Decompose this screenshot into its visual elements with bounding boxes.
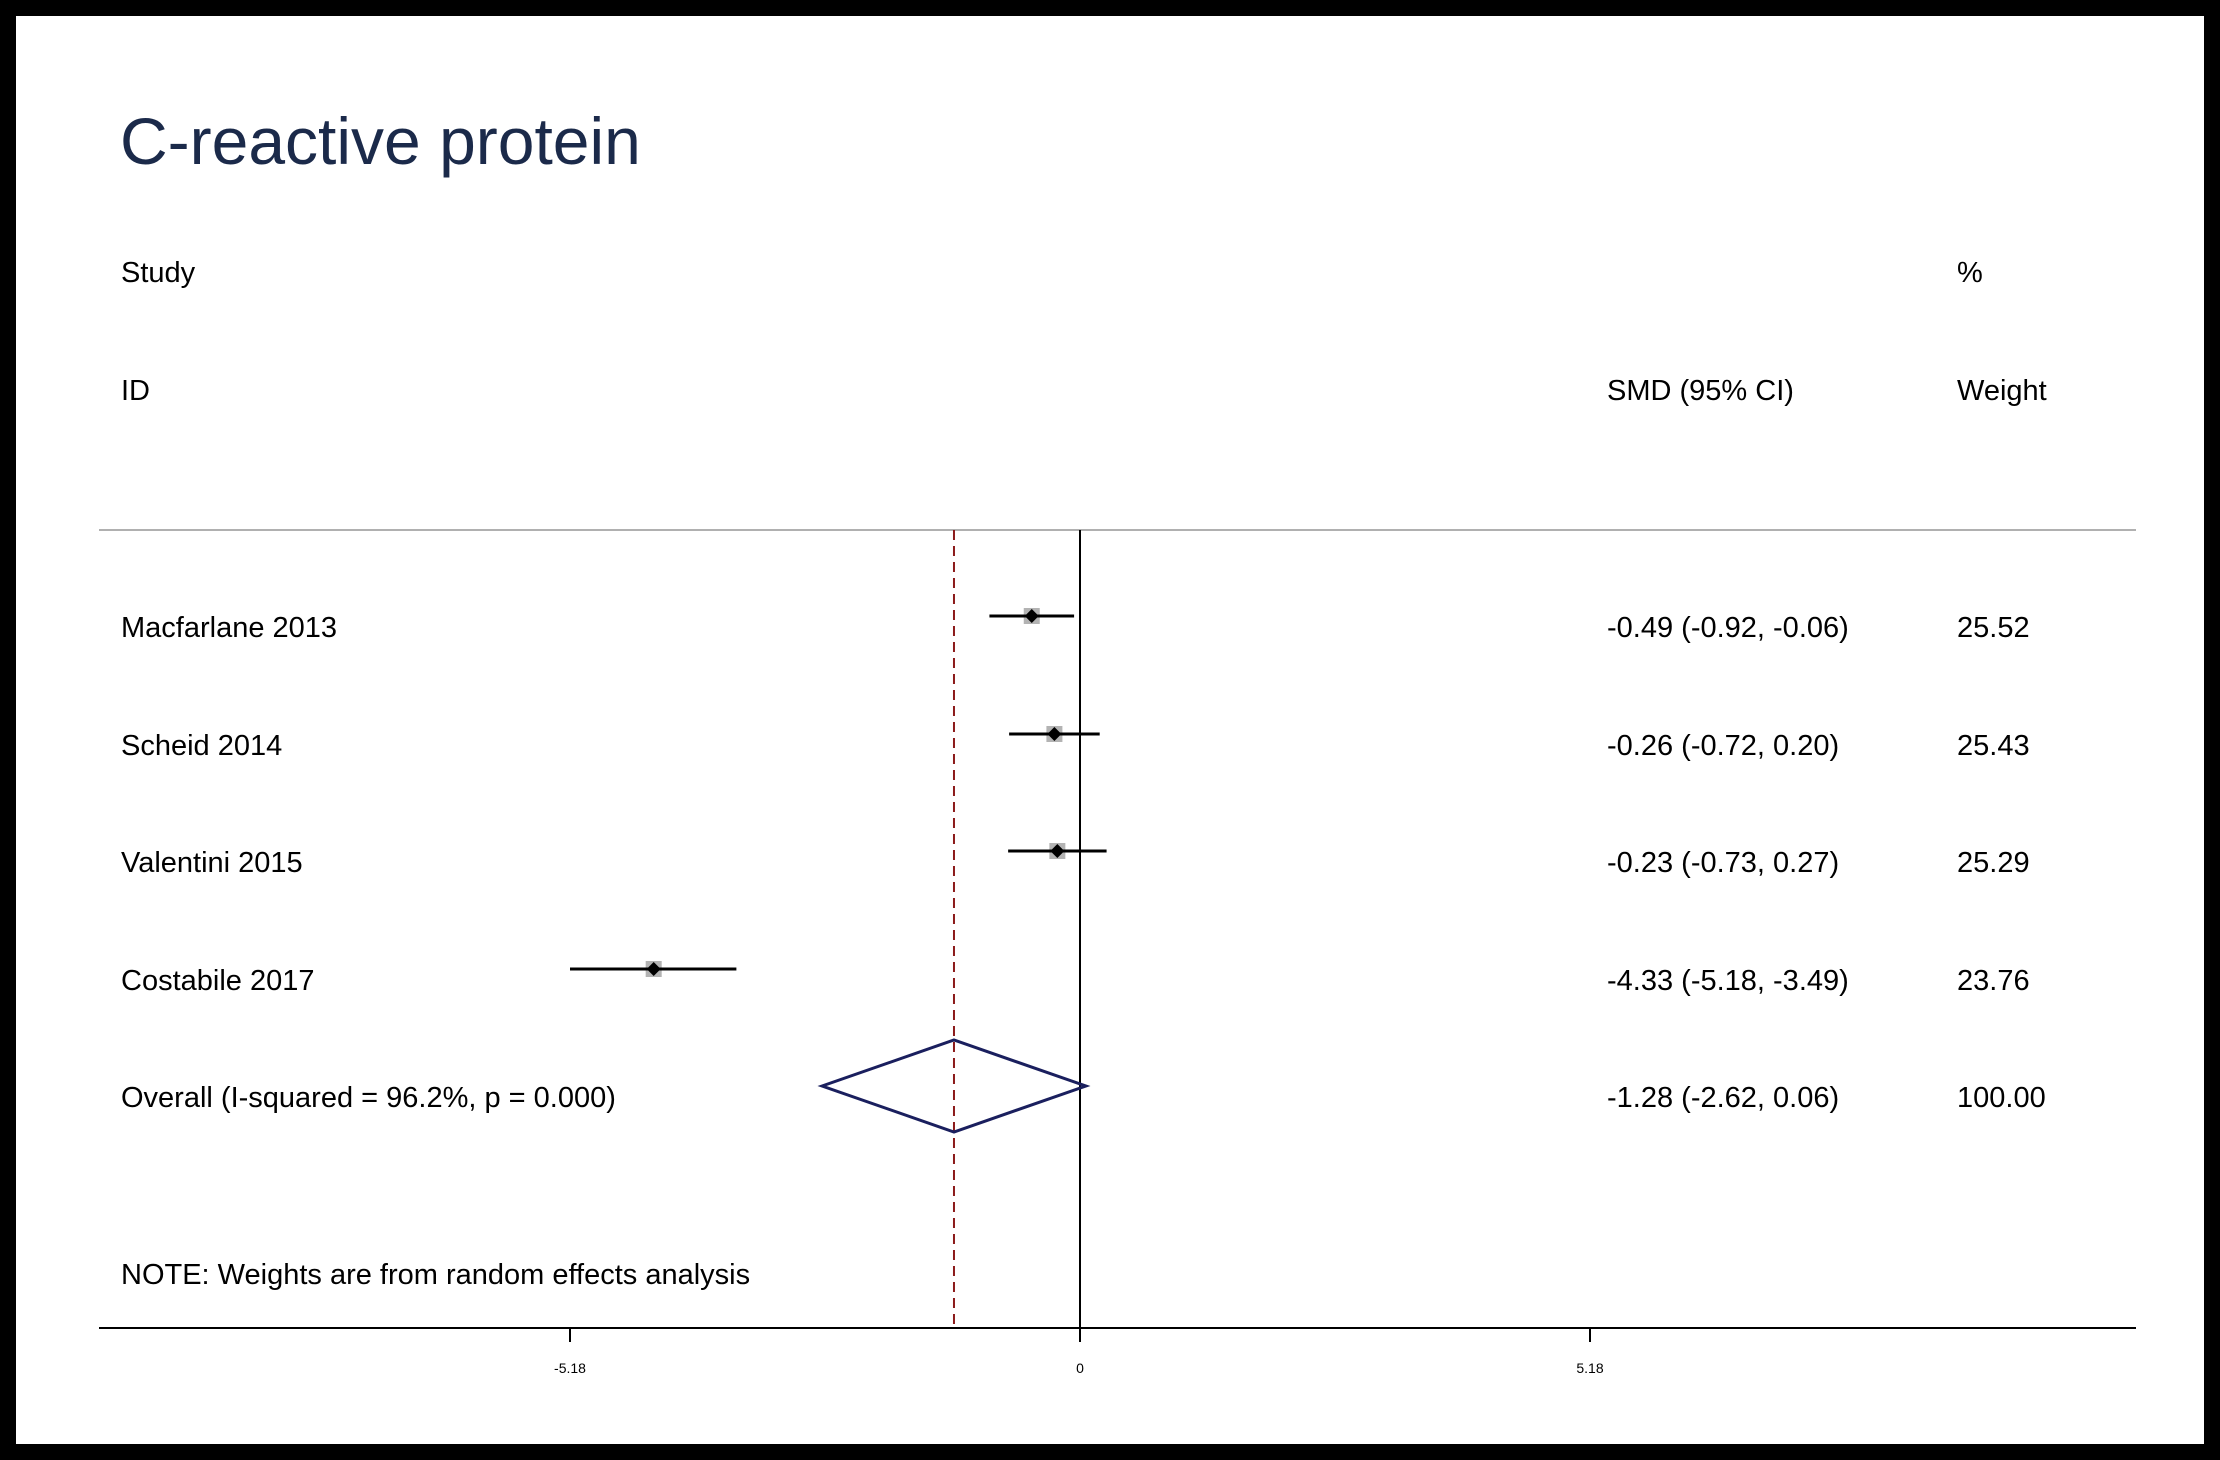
point-estimate [646,962,661,976]
study-label: Costabile 2017 [121,965,315,997]
study-weight: 25.52 [1957,612,2030,644]
point-estimate [1050,844,1065,858]
point-estimate [1047,727,1062,741]
study-weight: 25.29 [1957,847,2030,879]
chart-title: C-reactive protein [120,104,641,178]
overall-diamond [817,1038,1091,1134]
header-effect: SMD (95% CI) [1607,375,1794,407]
forest-plot-area [99,529,2136,1342]
study-label: Macfarlane 2013 [121,612,338,644]
overall-ci-text: -1.28 (-2.62, 0.06) [1607,1082,1840,1114]
footnote: NOTE: Weights are from random effects an… [121,1259,751,1291]
x-tick-label: 0 [1076,1360,1084,1376]
header-id: ID [121,375,150,407]
x-tick-label: 5.18 [1576,1360,1604,1376]
study-ci-text: -4.33 (-5.18, -3.49) [1607,965,1849,997]
header-study: Study [121,257,196,289]
study-ci-text: -0.26 (-0.72, 0.20) [1607,730,1840,762]
study-ci-text: -0.49 (-0.92, -0.06) [1607,612,1849,644]
x-tick-label: -5.18 [554,1360,586,1376]
study-weight: 23.76 [1957,965,2030,997]
overall-label: Overall (I-squared = 96.2%, p = 0.000) [121,1082,616,1114]
overall-weight: 100.00 [1957,1082,2046,1114]
study-label: Valentini 2015 [121,847,303,879]
header-weight: Weight [1957,375,2047,407]
study-label: Scheid 2014 [121,730,283,762]
header-weight-pct: % [1957,257,1983,289]
point-estimate [1024,609,1039,623]
study-ci-text: -0.23 (-0.73, 0.27) [1607,847,1840,879]
study-weight: 25.43 [1957,730,2030,762]
figure-frame: C-reactive protein Study ID SMD (95% CI)… [16,16,2204,1444]
